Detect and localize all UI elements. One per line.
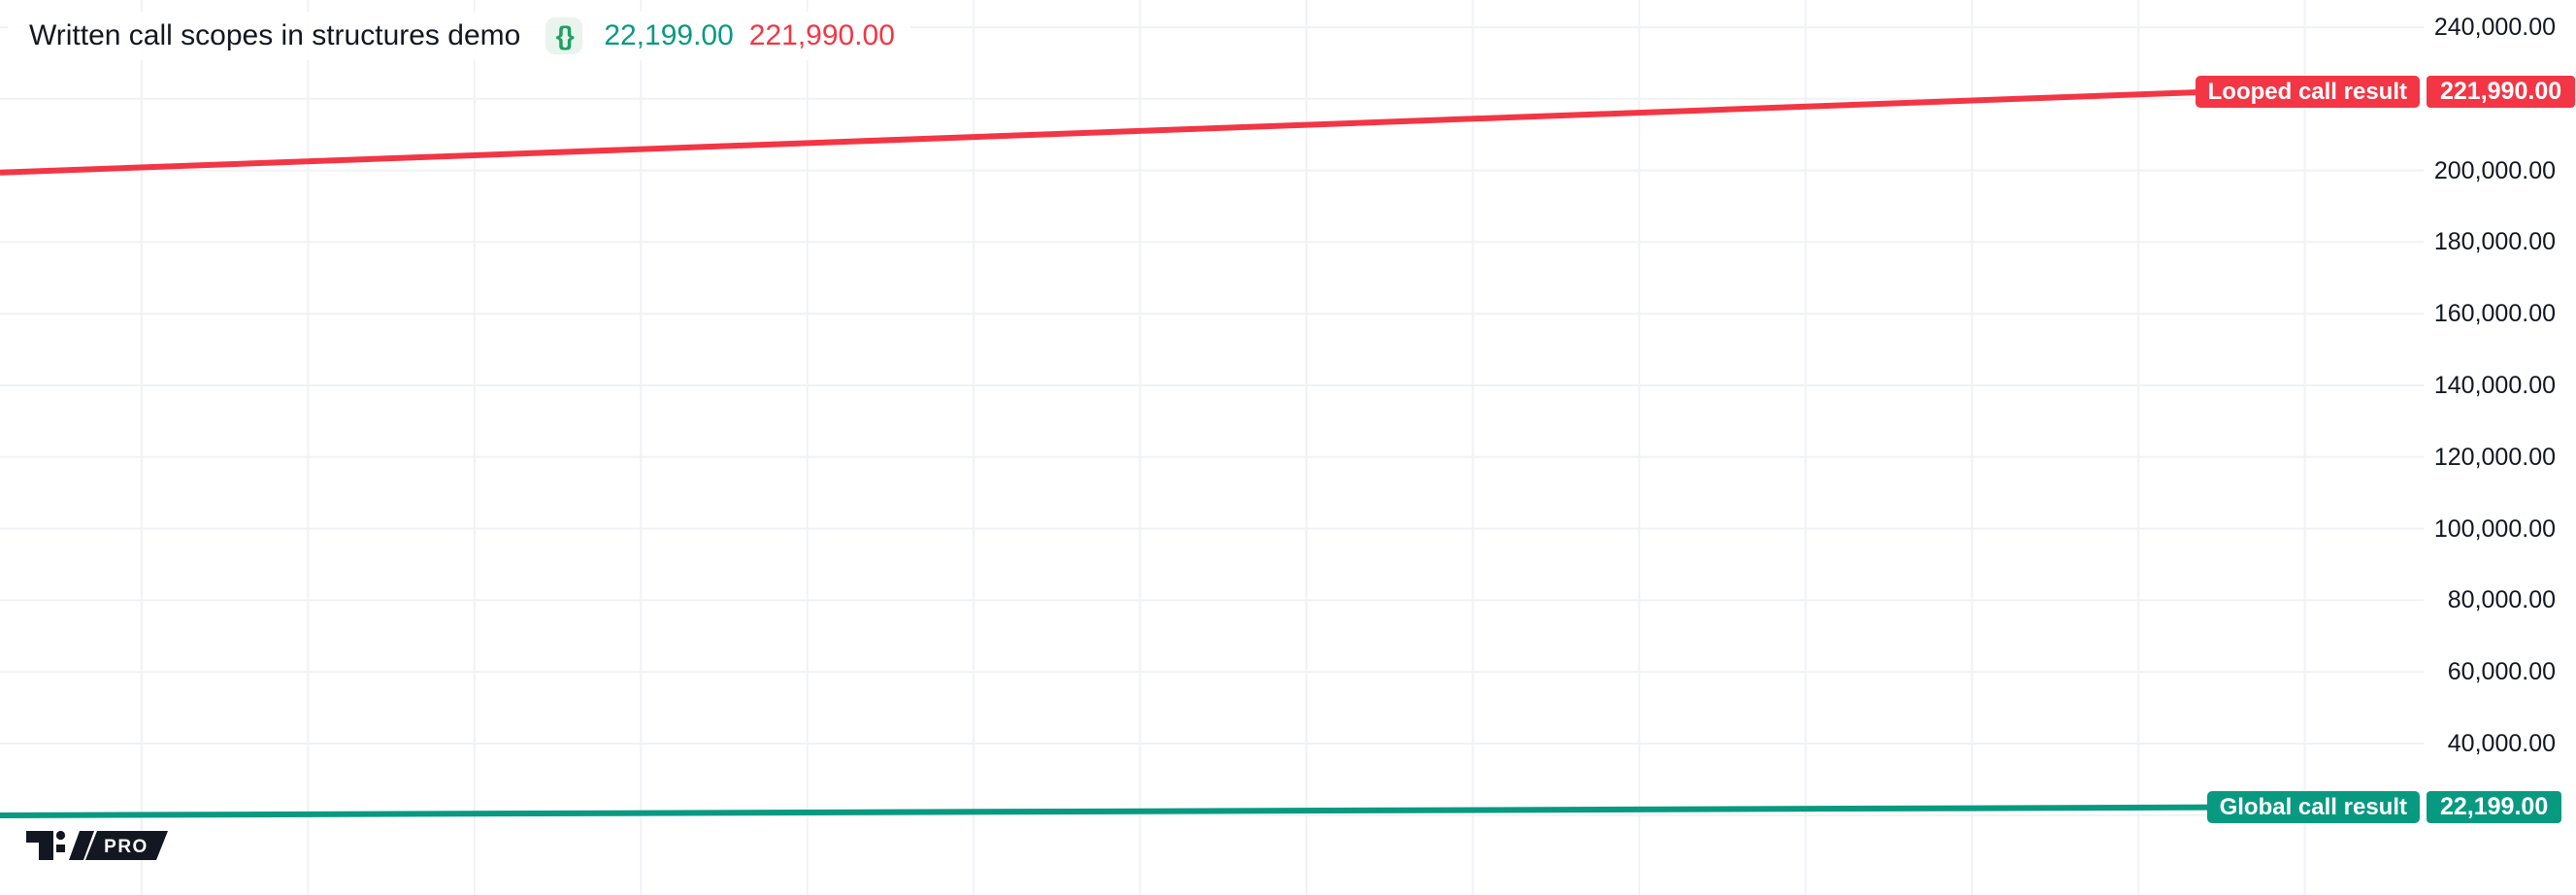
y-axis-tick-label: 180,000.00 <box>2433 228 2556 256</box>
tradingview-logo[interactable]: PRO <box>26 820 172 865</box>
y-axis-tick-label: 120,000.00 <box>2433 443 2556 471</box>
series-name-label: Looped call result <box>2195 75 2420 108</box>
series-line <box>0 804 2214 819</box>
indicator-legend[interactable]: Written call scopes in structures demo {… <box>8 12 910 60</box>
y-axis-tick-label: 240,000.00 <box>2433 14 2556 41</box>
y-axis-tick-label: 200,000.00 <box>2433 156 2556 184</box>
price-axis-value-label: 221,990.00 <box>2427 75 2576 108</box>
y-axis-tick-label: 40,000.00 <box>2447 730 2556 757</box>
y-axis-tick-label: 100,000.00 <box>2433 514 2556 543</box>
y-axis-tick-label: 60,000.00 <box>2447 658 2556 686</box>
legend-value-looped-call: 221,990.00 <box>748 19 895 51</box>
series-name-label: Global call result <box>2206 791 2420 824</box>
price-axis-value-label: 22,199.00 <box>2427 791 2562 824</box>
legend-value-global-call: 22,199.00 <box>604 19 734 51</box>
tradingview-logo-mark <box>26 830 168 860</box>
price-axis[interactable]: 240,000.00 200,000.00 180,000.00 160,000.00… <box>2424 0 2576 895</box>
pro-badge-label: PRO <box>104 837 149 857</box>
y-axis-tick-label: 140,000.00 <box>2433 372 2556 399</box>
indicator-title[interactable]: Written call scopes in structures demo <box>29 19 521 51</box>
y-axis-tick-label: 80,000.00 <box>2447 586 2556 614</box>
series-line <box>0 88 2214 176</box>
y-axis-tick-label: 160,000.00 <box>2433 300 2556 328</box>
pine-script-icon[interactable]: {} <box>545 17 583 54</box>
